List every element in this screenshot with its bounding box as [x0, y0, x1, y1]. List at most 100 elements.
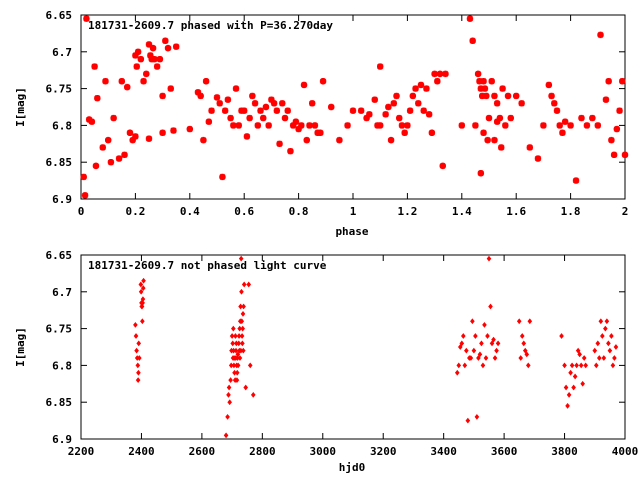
data-point	[83, 15, 90, 22]
x-tick-label: 3200	[370, 445, 397, 458]
data-point	[479, 340, 484, 347]
data-point	[498, 144, 505, 151]
data-point	[227, 399, 232, 406]
data-point	[493, 100, 501, 107]
y-tick-label: 6.8	[52, 359, 72, 372]
data-point	[494, 347, 499, 354]
data-point	[126, 129, 134, 136]
data-point	[468, 355, 474, 361]
data-point	[91, 63, 98, 70]
data-point	[488, 303, 493, 310]
data-point	[105, 136, 112, 144]
data-point	[569, 362, 575, 369]
data-point	[147, 52, 154, 59]
data-point	[246, 114, 253, 122]
data-point	[292, 118, 300, 125]
data-point	[197, 92, 204, 100]
data-point	[134, 347, 139, 354]
data-point	[476, 78, 483, 85]
data-point	[406, 107, 414, 114]
data-point	[121, 151, 128, 159]
data-point	[423, 85, 430, 92]
data-point	[281, 114, 289, 122]
x-tick-label: 1	[350, 205, 357, 218]
x-tick-label: 2800	[249, 445, 276, 458]
data-point	[227, 114, 234, 122]
data-point	[522, 347, 528, 354]
data-point	[226, 391, 231, 398]
data-point	[234, 377, 240, 384]
data-point	[357, 107, 365, 114]
data-point	[572, 177, 580, 184]
data-point	[237, 325, 242, 332]
data-point	[133, 63, 140, 70]
data-point	[513, 92, 520, 100]
data-point	[545, 81, 553, 89]
data-point	[583, 122, 591, 129]
data-point	[518, 355, 524, 361]
data-series	[133, 255, 619, 439]
data-point	[240, 325, 245, 332]
data-point	[439, 162, 446, 170]
data-point	[474, 70, 482, 78]
data-point	[226, 384, 232, 391]
data-point	[251, 100, 259, 107]
data-point	[240, 310, 246, 317]
data-point	[159, 92, 166, 100]
data-point	[336, 136, 343, 144]
data-point	[412, 85, 419, 92]
data-point	[597, 31, 604, 39]
data-point	[610, 362, 616, 369]
data-point	[228, 377, 233, 384]
data-point	[524, 351, 530, 358]
data-point	[480, 362, 486, 369]
data-point	[205, 118, 213, 125]
data-point	[477, 351, 483, 358]
data-point	[273, 107, 281, 114]
data-point	[595, 340, 601, 347]
data-point	[129, 136, 136, 144]
data-point	[298, 122, 305, 129]
data-point	[268, 96, 275, 103]
data-point	[598, 318, 604, 325]
data-point	[235, 362, 241, 369]
data-point	[465, 417, 471, 424]
data-point	[311, 122, 319, 129]
data-point	[477, 170, 485, 177]
data-point	[102, 78, 109, 85]
data-point	[94, 94, 101, 102]
data-point	[568, 369, 573, 376]
data-point	[606, 340, 611, 347]
data-point	[151, 55, 158, 63]
data-point	[551, 100, 558, 107]
data-point	[140, 318, 145, 325]
data-point	[233, 333, 238, 339]
data-point	[495, 340, 501, 347]
data-point	[486, 255, 492, 262]
data-point	[577, 351, 582, 358]
data-point	[124, 83, 131, 91]
data-point	[239, 288, 244, 295]
data-point	[504, 92, 512, 100]
data-point	[234, 369, 240, 376]
data-point	[604, 318, 610, 325]
data-point	[612, 355, 617, 361]
y-tick-label: 6.65	[46, 249, 73, 262]
chart-title: 181731-2609.7 not phased light curve	[88, 259, 327, 272]
data-point	[216, 100, 223, 107]
data-point	[306, 122, 313, 129]
data-point	[578, 362, 584, 369]
data-point	[162, 37, 169, 44]
data-point	[115, 155, 123, 162]
data-point	[145, 135, 153, 142]
data-point	[240, 340, 245, 347]
data-point	[238, 255, 244, 262]
data-point	[415, 100, 422, 107]
data-point	[143, 70, 150, 78]
data-point	[235, 122, 242, 129]
data-point	[485, 333, 490, 339]
x-tick-label: 3400	[430, 445, 457, 458]
data-point	[236, 340, 242, 347]
data-point	[153, 63, 161, 70]
data-point	[540, 122, 547, 129]
